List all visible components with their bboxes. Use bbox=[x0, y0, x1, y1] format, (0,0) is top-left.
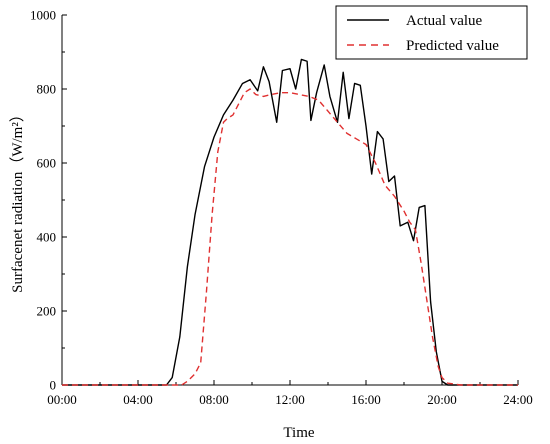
legend-box bbox=[335, 5, 528, 60]
y-axis: 0 200 400 600 800 1000 bbox=[30, 8, 67, 393]
x-tick-label: 00:00 bbox=[47, 392, 77, 407]
legend: Actual value Predicted value bbox=[335, 5, 528, 60]
x-tick-label: 08:00 bbox=[199, 392, 229, 407]
series-line-predicted bbox=[62, 88, 518, 386]
y-tick-label: 0 bbox=[50, 378, 57, 393]
x-axis-title: Time bbox=[283, 425, 314, 441]
x-tick-label: 16:00 bbox=[351, 392, 381, 407]
x-axis: 00:00 04:00 08:00 12:00 16:00 20:00 24:00 bbox=[47, 380, 533, 407]
y-tick-label: 1000 bbox=[30, 8, 56, 23]
series-layer bbox=[62, 58, 518, 386]
x-tick-label: 04:00 bbox=[123, 392, 153, 407]
series-line-actual bbox=[62, 58, 518, 386]
x-tick-label: 20:00 bbox=[427, 392, 457, 407]
y-tick-label: 800 bbox=[37, 82, 57, 97]
x-tick-label: 24:00 bbox=[503, 392, 533, 407]
y-axis-title: Surfacenet radiation（W/m²） bbox=[9, 107, 26, 293]
legend-label-predicted: Predicted value bbox=[406, 38, 499, 54]
y-tick-label: 600 bbox=[37, 156, 57, 171]
legend-label-actual: Actual value bbox=[406, 13, 483, 29]
y-tick-label: 400 bbox=[37, 230, 57, 245]
x-tick-label: 12:00 bbox=[275, 392, 305, 407]
y-tick-label: 200 bbox=[37, 304, 57, 319]
